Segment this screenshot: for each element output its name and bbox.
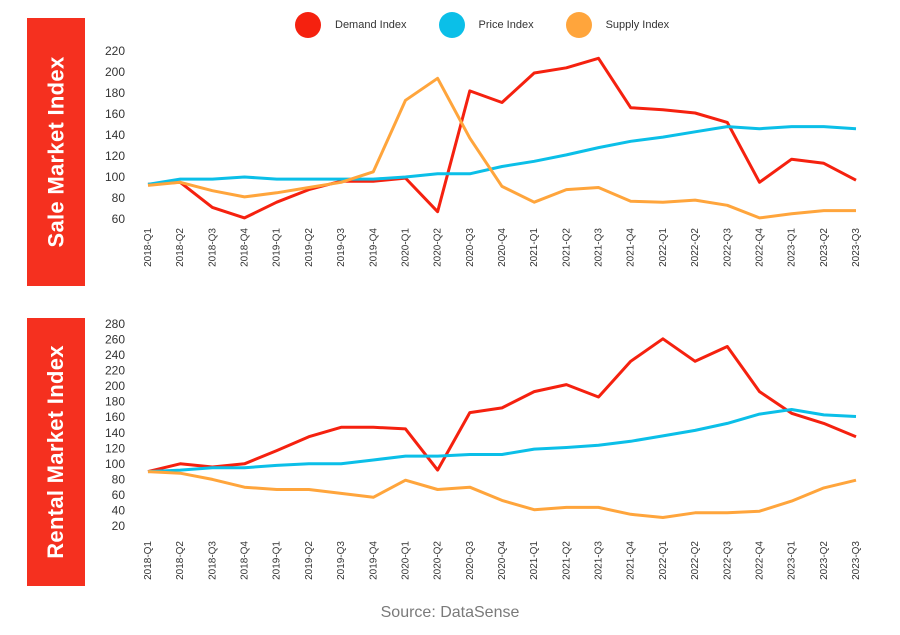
x-tick-label: 2020-Q3 (465, 541, 476, 580)
y-tick-label: 80 (112, 472, 126, 486)
x-tick-label: 2022-Q1 (658, 541, 669, 580)
x-tick-label: 2018-Q3 (207, 228, 218, 267)
x-tick-label: 2021-Q4 (626, 228, 637, 267)
y-tick-label: 140 (105, 426, 125, 440)
x-tick-label: 2019-Q2 (304, 541, 315, 580)
x-tick-label: 2022-Q4 (754, 541, 765, 580)
x-tick-label: 2021-Q3 (594, 541, 605, 580)
x-tick-label: 2021-Q1 (529, 228, 540, 267)
x-tick-label: 2020-Q3 (465, 228, 476, 267)
series-line-supply-index (147, 470, 857, 519)
x-tick-label: 2022-Q3 (722, 541, 733, 580)
x-tick-label: 2019-Q1 (272, 228, 283, 267)
x-tick-label: 2021-Q1 (529, 541, 540, 580)
x-tick-label: 2018-Q3 (207, 541, 218, 580)
x-tick-label: 2022-Q2 (690, 541, 701, 580)
x-tick-label: 2018-Q4 (240, 228, 251, 267)
x-tick-label: 2023-Q3 (851, 228, 862, 267)
y-tick-label: 160 (105, 107, 125, 121)
series-line-price-index (147, 408, 857, 474)
x-tick-label: 2020-Q4 (497, 228, 508, 267)
legend: Demand Index Price Index Supply Index (295, 12, 701, 38)
y-tick-label: 260 (105, 333, 125, 347)
legend-swatch-demand (295, 12, 321, 38)
y-tick-label: 220 (105, 364, 125, 378)
x-tick-label: 2022-Q4 (754, 228, 765, 267)
x-tick-label: 2019-Q3 (336, 541, 347, 580)
y-tick-label: 120 (105, 441, 125, 455)
source-note: Source: DataSense (380, 604, 520, 621)
legend-label-supply: Supply Index (605, 19, 670, 31)
legend-item-demand: Demand Index (295, 12, 407, 38)
x-tick-label: 2022-Q1 (658, 228, 669, 267)
y-tick-label: 100 (105, 170, 125, 184)
y-tick-label: 200 (105, 65, 125, 79)
y-tick-label: 200 (105, 379, 125, 393)
series-line-demand-index (147, 337, 857, 474)
x-tick-label: 2019-Q4 (368, 228, 379, 267)
y-tick-label: 280 (105, 317, 125, 331)
x-tick-label: 2020-Q4 (497, 541, 508, 580)
x-tick-label: 2018-Q4 (240, 541, 251, 580)
series-line-supply-index (147, 76, 856, 220)
y-tick-label: 140 (105, 128, 125, 142)
x-tick-label: 2019-Q4 (368, 541, 379, 580)
y-tick-label: 100 (105, 457, 125, 471)
y-tick-label: 120 (105, 149, 125, 163)
x-tick-label: 2023-Q1 (787, 541, 798, 580)
series-line-price-index (147, 125, 857, 186)
legend-swatch-supply (565, 12, 592, 38)
x-tick-label: 2019-Q1 (272, 541, 283, 580)
x-tick-label: 2018-Q1 (143, 541, 154, 580)
x-tick-label: 2023-Q1 (787, 228, 798, 267)
y-tick-label: 220 (105, 44, 125, 58)
x-tick-label: 2022-Q3 (722, 228, 733, 267)
x-tick-label: 2023-Q2 (819, 228, 830, 267)
x-tick-label: 2021-Q2 (561, 228, 572, 267)
x-tick-label: 2021-Q2 (561, 541, 572, 580)
x-tick-label: 2020-Q1 (400, 228, 411, 267)
x-tick-label: 2018-Q2 (175, 541, 186, 580)
legend-item-price: Price Index (438, 12, 534, 38)
sale-market-title-box: Sale Market Index (27, 18, 85, 286)
series-line-demand-index (147, 56, 857, 220)
y-tick-label: 160 (105, 410, 125, 424)
legend-label-price: Price Index (478, 19, 534, 31)
y-tick-label: 60 (112, 212, 126, 226)
x-tick-label: 2019-Q2 (304, 228, 315, 267)
x-tick-label: 2022-Q2 (690, 228, 701, 267)
y-tick-label: 60 (112, 488, 126, 502)
y-tick-label: 80 (112, 191, 126, 205)
y-tick-label: 240 (105, 348, 125, 362)
y-tick-label: 180 (105, 86, 125, 100)
y-tick-label: 180 (105, 395, 125, 409)
x-tick-label: 2020-Q2 (433, 541, 444, 580)
x-tick-label: 2021-Q3 (594, 228, 605, 267)
legend-item-supply: Supply Index (565, 12, 670, 38)
y-tick-label: 40 (112, 503, 126, 517)
x-tick-label: 2020-Q2 (433, 228, 444, 267)
y-tick-label: 20 (112, 519, 126, 533)
rental-market-title-box: Rental Market Index (27, 318, 85, 586)
legend-swatch-price (438, 12, 465, 38)
x-tick-label: 2018-Q2 (175, 228, 186, 267)
x-tick-label: 2021-Q4 (626, 541, 637, 580)
x-tick-label: 2023-Q3 (851, 541, 862, 580)
x-tick-label: 2020-Q1 (400, 541, 411, 580)
x-tick-label: 2018-Q1 (143, 228, 154, 267)
x-tick-label: 2019-Q3 (336, 228, 347, 267)
legend-label-demand: Demand Index (335, 19, 407, 31)
x-tick-label: 2023-Q2 (819, 541, 830, 580)
